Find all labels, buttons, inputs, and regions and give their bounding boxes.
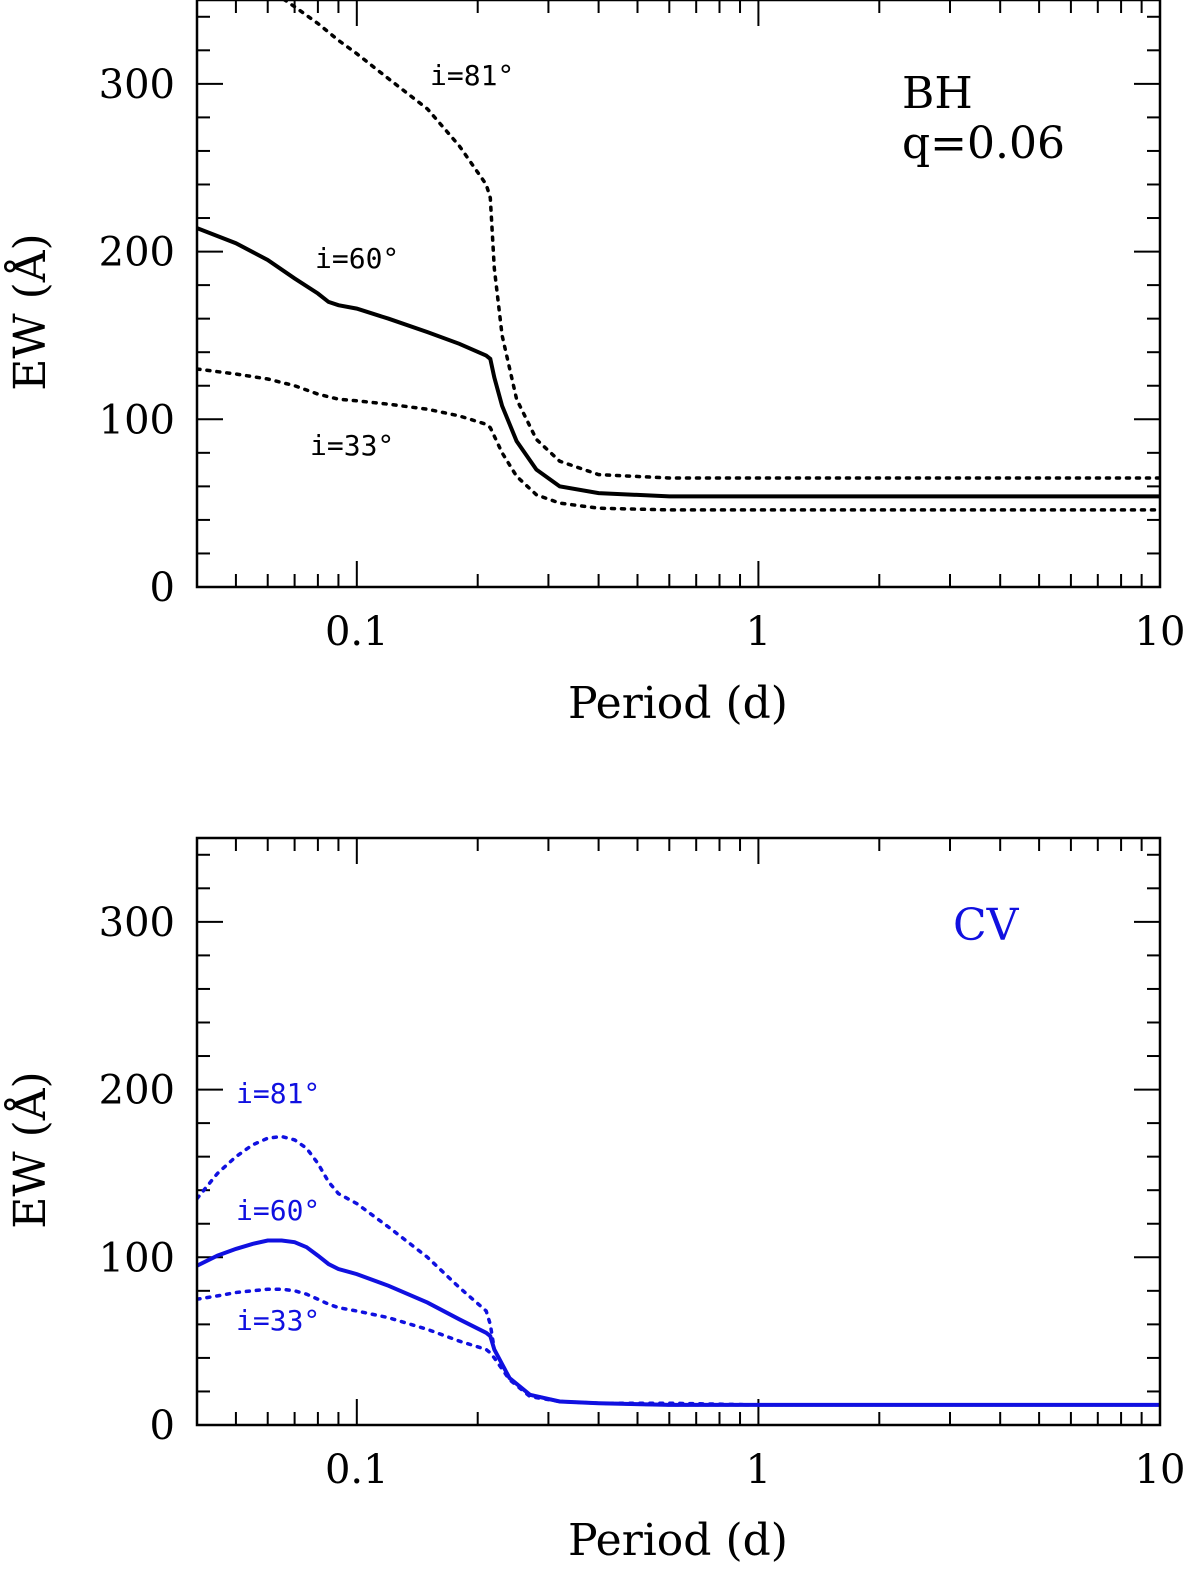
y-tick-label: 200: [99, 1068, 175, 1114]
top-panel-ticks: [197, 0, 1160, 587]
bottom-x-axis-label: Period (d): [568, 1515, 788, 1566]
y-tick-label: 100: [99, 1235, 175, 1281]
x-tick-label: 1: [746, 1447, 771, 1493]
top-y-axis-label: EW (Å): [3, 233, 56, 390]
y-tick-label: 300: [99, 62, 175, 108]
bottom-panel-label-cv: CV: [953, 900, 1020, 951]
bottom-panel-series: [197, 1137, 1160, 1405]
top-x-axis-label: Period (d): [568, 678, 788, 729]
series-line-2-dotted: [197, 1289, 1160, 1405]
x-tick-label: 10: [1135, 609, 1186, 655]
top-annotation-i33: i=33°: [310, 429, 394, 462]
y-tick-label: 0: [150, 1403, 175, 1449]
y-tick-label: 200: [99, 230, 175, 276]
y-tick-label: 300: [99, 900, 175, 946]
y-tick-label: 0: [150, 565, 175, 611]
bottom-annotation-i33: i=33°: [236, 1304, 320, 1337]
top-panel-label-bh: BH: [902, 68, 973, 119]
bottom-annotation-i60: i=60°: [236, 1194, 320, 1227]
bottom-y-axis-label: EW (Å): [3, 1071, 56, 1228]
x-tick-label: 0.1: [325, 609, 389, 655]
x-tick-label: 0.1: [325, 1447, 389, 1493]
x-tick-label: 10: [1135, 1447, 1186, 1493]
y-tick-label: 100: [99, 397, 175, 443]
series-line-1-solid: [197, 1241, 1160, 1405]
top-panel-frame: [197, 0, 1160, 587]
top-panel-label-q: q=0.06: [902, 118, 1065, 169]
series-line-0-dotted: [197, 0, 1160, 478]
x-tick-label: 1: [746, 609, 771, 655]
top-annotation-i81: i=81°: [430, 59, 514, 92]
bottom-annotation-i81: i=81°: [236, 1077, 320, 1110]
top-annotation-i60: i=60°: [315, 242, 399, 275]
